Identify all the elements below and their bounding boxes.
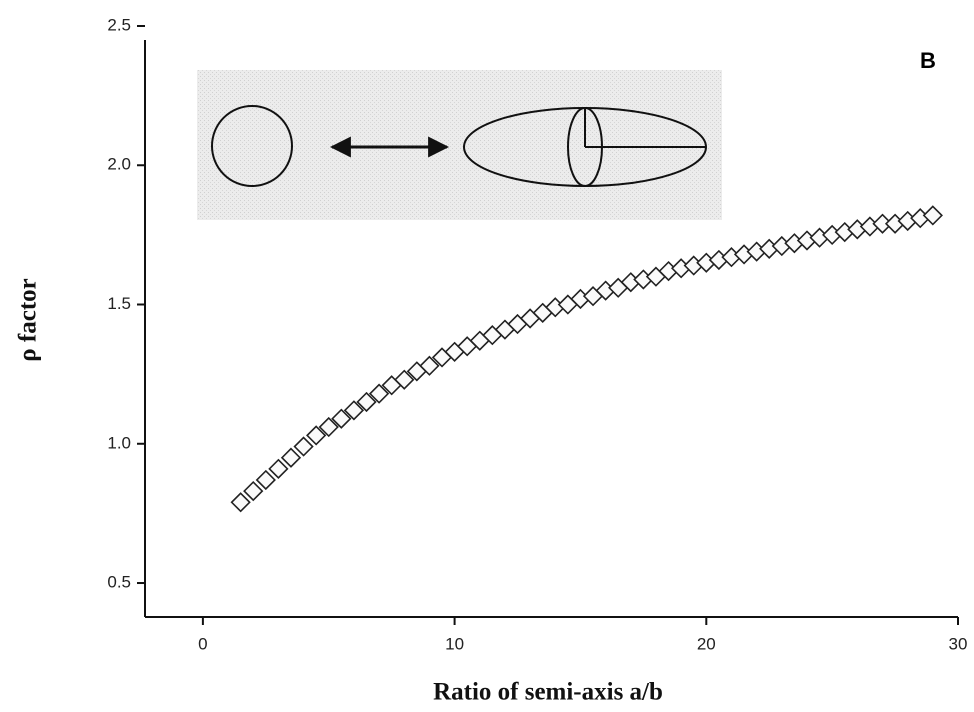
data-point [243,480,264,502]
data-point [255,469,276,491]
inset-background [197,70,722,220]
data-point [394,369,415,390]
data-point [293,436,314,457]
plot-area: 0.5 1.0 1.5 2.0 2.5 0 10 20 30 [107,15,967,653]
y-tick-label: 2.5 [107,15,131,34]
data-point [306,425,327,446]
data-point [318,416,339,438]
data-point [280,447,302,468]
x-axis-label: Ratio of semi-axis a/b [433,679,663,706]
data-point [230,492,251,513]
data-point [356,391,377,413]
y-tick-label: 1.5 [107,294,131,313]
data-point [922,205,943,226]
panel-label: B [920,48,936,73]
x-tick-label: 10 [445,634,464,653]
x-tick-label: 30 [949,634,968,653]
data-point [268,458,289,479]
inset-diagram [197,70,722,220]
y-tick-label: 1.0 [107,433,131,452]
x-tick-label: 20 [697,634,716,653]
data-point [331,408,352,429]
y-tick-label: 2.0 [107,155,131,174]
data-point [368,383,390,404]
data-point [419,355,440,376]
y-tick-label: 0.5 [107,573,131,592]
y-axis-label: ρ factor [15,278,42,361]
data-point [343,400,365,421]
x-tick-label: 0 [198,634,207,653]
sphere-icon [211,105,293,187]
